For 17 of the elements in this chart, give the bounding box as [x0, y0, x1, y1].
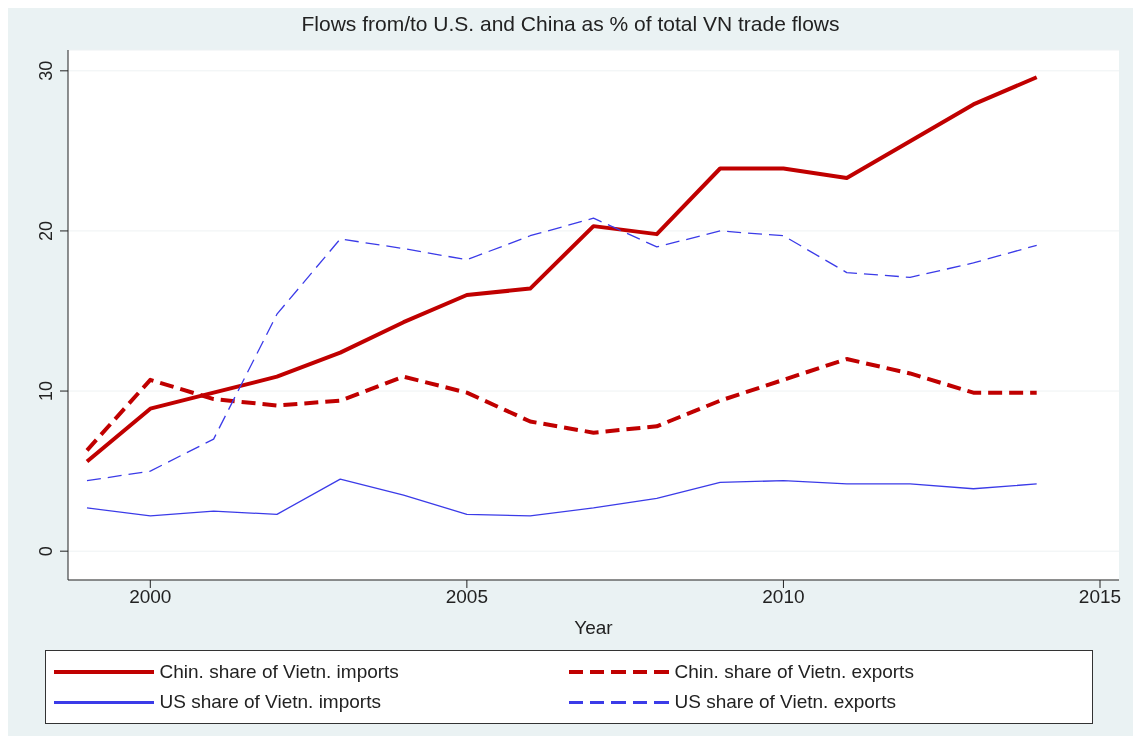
- legend-label: Chin. share of Vietn. imports: [159, 661, 399, 683]
- line-series: [84, 75, 1039, 464]
- legend-label: US share of Vietn. imports: [159, 691, 381, 713]
- line-series: [86, 217, 1038, 482]
- x-tick-label: 2000: [129, 586, 172, 608]
- y-tick-label: 20: [36, 220, 56, 241]
- y-tick-label: 10: [36, 381, 56, 402]
- y-tick-label: 30: [36, 60, 56, 81]
- y-tick-label: 0: [36, 546, 56, 557]
- x-tick-label: 2010: [762, 586, 805, 608]
- line-series: [86, 478, 1038, 517]
- legend-label: US share of Vietn. exports: [674, 691, 896, 713]
- x-tick-label: 2015: [1078, 586, 1122, 608]
- chart-title: Flows from/to U.S. and China as % of total VN trade flows: [300, 11, 841, 37]
- x-tick-label: 2005: [445, 586, 489, 608]
- x-axis-title: Year: [574, 617, 614, 638]
- legend-label: Chin. share of Vietn. exports: [674, 661, 914, 683]
